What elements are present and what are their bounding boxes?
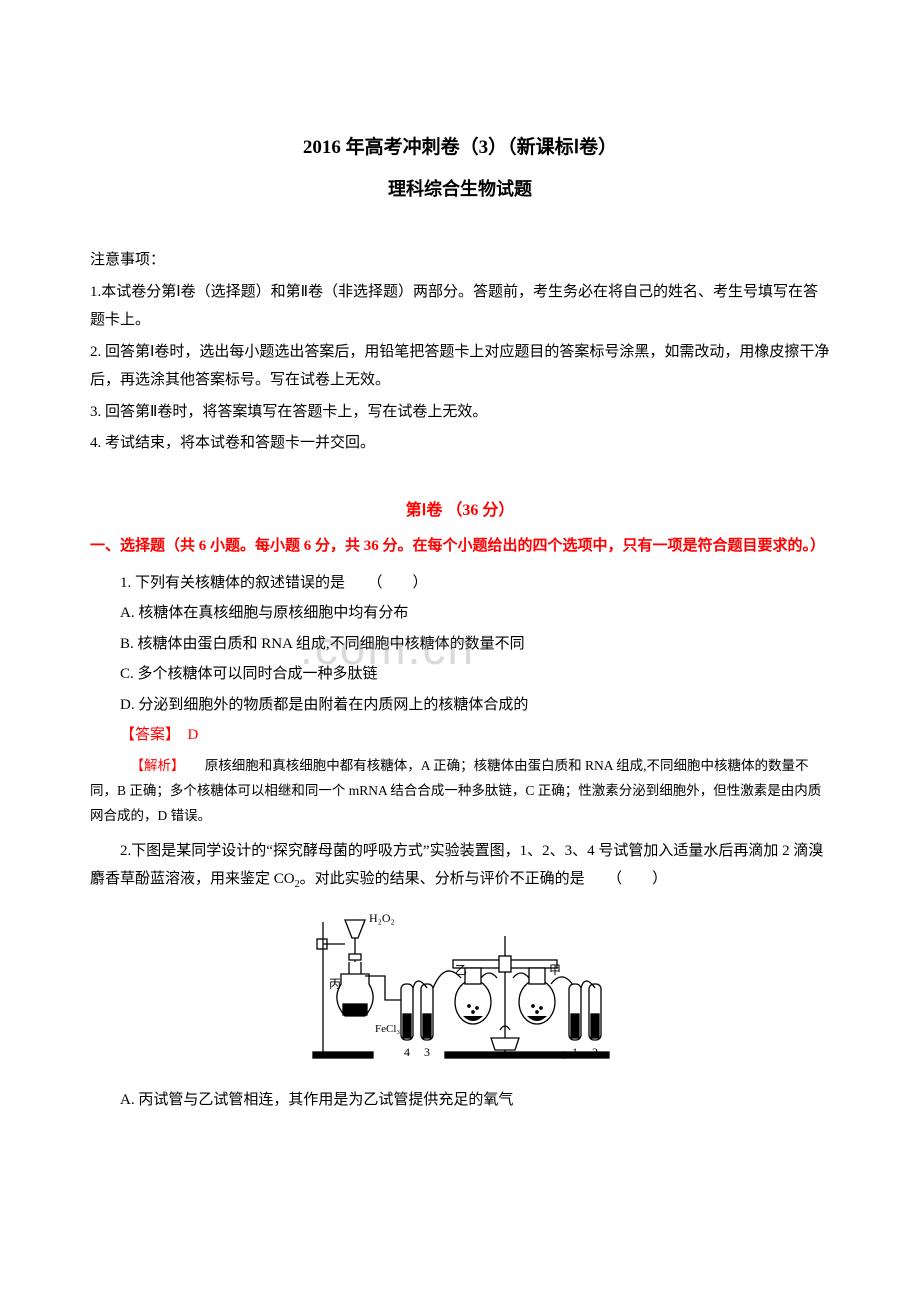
label-fecl3: FeCl₃ (375, 1023, 400, 1035)
q1-opt-c: C. 多个核糖体可以同时合成一种多肽链 (90, 660, 830, 689)
q2-stem-p2: 。对此实验的结果、分析与评价不正确的是 （ ） (300, 871, 668, 887)
tubes-left (401, 981, 433, 1040)
q1-answer: 【答案】 D (90, 721, 830, 750)
stand-left (313, 920, 401, 1058)
q1-opt-b: B. 核糖体由蛋白质和 RNA 组成,不同细胞中核糖体的数量不同 (90, 630, 830, 659)
q1-explain: 【解析】 原核细胞和真核细胞中都有核糖体，A 正确；核糖体由蛋白质和 RNA 组… (90, 754, 830, 829)
stand-right (445, 936, 565, 1058)
q2-stem: 2.下图是某同学设计的“探究酵母菌的呼吸方式”实验装置图，1、2、3、4 号试管… (90, 837, 830, 895)
label-1: 1 (572, 1045, 578, 1059)
label-yi: 乙 (455, 963, 467, 977)
q1-opt-a: A. 核糖体在真核细胞与原核细胞中均有分布 (90, 599, 830, 628)
q1-opt-d: D. 分泌到细胞外的物质都是由附着在内质网上的核糖体合成的 (90, 691, 830, 720)
tubes-right (563, 981, 609, 1058)
label-2: 2 (592, 1045, 598, 1059)
q1-explain-label: 【解析】 (131, 758, 178, 773)
section1-title: 第Ⅰ卷 （36 分） (90, 496, 830, 526)
note-item-2: 2. 回答第Ⅰ卷时，选出每小题选出答案后，用铅笔把答题卡上对应题目的答案标号涂黑… (90, 338, 830, 395)
q1-explain-body: 原核细胞和真核细胞中都有核糖体，A 正确；核糖体由蛋白质和 RNA 组成,不同细… (90, 758, 821, 823)
experiment-svg: H₂O₂ 丙 FeCl₃ 4 3 (305, 904, 615, 1069)
question-2: 2.下图是某同学设计的“探究酵母菌的呼吸方式”实验装置图，1、2、3、4 号试管… (90, 837, 830, 1115)
title-sub: 理科综合生物试题 (90, 172, 830, 206)
label-4: 4 (404, 1045, 410, 1059)
label-bing: 丙 (329, 977, 341, 991)
q2-opt-a: A. 丙试管与乙试管相连，其作用是为乙试管提供充足的氧气 (90, 1086, 830, 1115)
label-jia: 甲 (549, 963, 561, 977)
title-main: 2016 年高考冲刺卷（3）（新课标Ⅰ卷） (90, 130, 830, 166)
label-3: 3 (424, 1045, 430, 1059)
note-item-1: 1.本试卷分第Ⅰ卷（选择题）和第Ⅱ卷（非选择题）两部分。答题前，考生务必在将自己… (90, 278, 830, 335)
question-1: 1. 下列有关核糖体的叙述错误的是 （ ） A. 核糖体在真核细胞与原核细胞中均… (90, 569, 830, 829)
notes-header: 注意事项： (90, 246, 830, 275)
q1-stem: 1. 下列有关核糖体的叙述错误的是 （ ） (90, 569, 830, 598)
note-item-4: 4. 考试结束，将本试卷和答题卡一并交回。 (90, 429, 830, 458)
section1-instruction: 一、选择题（共 6 小题。每小题 6 分，共 36 分。在每个小题给出的四个选项… (90, 532, 830, 561)
experiment-diagram: H₂O₂ 丙 FeCl₃ 4 3 (90, 904, 830, 1080)
label-h2o2: H₂O₂ (369, 911, 395, 925)
note-item-3: 3. 回答第Ⅱ卷时，将答案填写在答题卡上，写在试卷上无效。 (90, 398, 830, 427)
